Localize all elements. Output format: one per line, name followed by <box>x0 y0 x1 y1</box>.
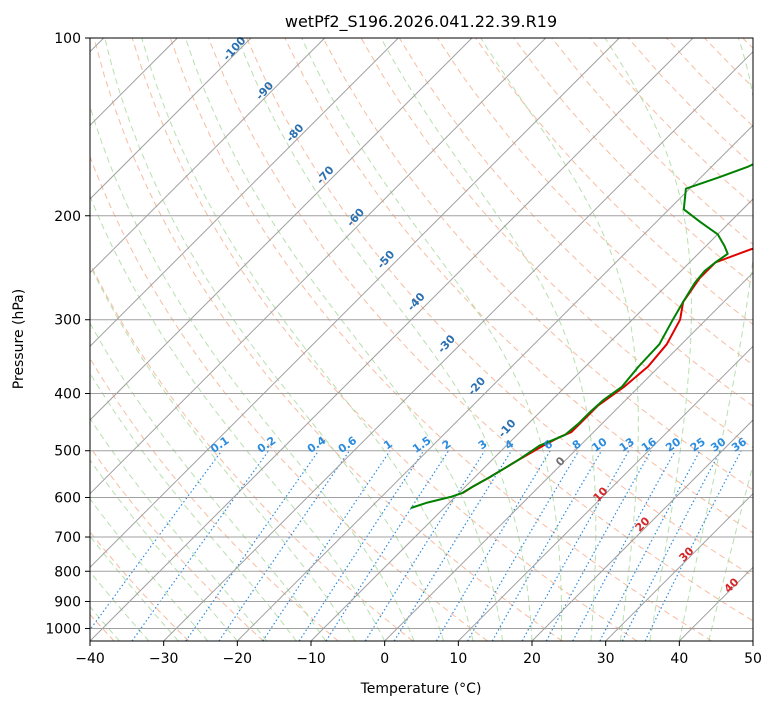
y-tick-label: 800 <box>54 564 81 580</box>
moist-adiabat-line <box>90 264 356 641</box>
moist-adiabat-line <box>301 38 563 641</box>
x-tick-label: −40 <box>75 651 105 667</box>
moist-adiabat-line <box>141 38 474 641</box>
plot-frame <box>89 37 754 642</box>
dry-adiabat-line <box>90 357 339 641</box>
x-tick-label: 0 <box>380 651 389 667</box>
mixing-ratio-line <box>262 450 391 641</box>
isotherm-line <box>90 38 620 569</box>
moist-adiabat-line <box>604 38 693 641</box>
x-tick-label: 20 <box>523 651 541 667</box>
dry-adiabat-line <box>93 38 563 641</box>
isotherm-line <box>90 38 326 274</box>
moist-adiabat-line <box>90 498 209 641</box>
y-tick-label: 400 <box>54 387 81 403</box>
y-tick-label: 100 <box>54 31 81 47</box>
x-tick-label: −30 <box>149 651 179 667</box>
x-tick-label: 10 <box>449 651 467 667</box>
isotherm-line <box>163 50 753 641</box>
mixing-ratio-line <box>545 450 652 641</box>
dewpoint-profile-line <box>410 163 753 509</box>
mixing-ratio-line <box>218 450 350 641</box>
moist-adiabat-line <box>480 38 639 641</box>
moist-adiabat-line <box>90 194 386 641</box>
isotherm-line <box>90 38 694 641</box>
isotherm-line <box>531 419 753 641</box>
dry-adiabat-line <box>208 38 753 622</box>
moist-adiabat-line <box>708 463 753 641</box>
isotherm-line <box>90 38 252 200</box>
y-axis-title: Pressure (hPa) <box>11 289 27 389</box>
isotherm-line <box>90 38 473 421</box>
isobars <box>90 38 753 629</box>
x-axis: −40 −30 −20 −10 0 10 20 30 40 50 <box>75 641 762 667</box>
y-tick-label: 500 <box>54 444 81 460</box>
moist-adiabat-line <box>237 38 533 641</box>
isotherm-line <box>90 38 547 495</box>
x-tick-label: 50 <box>744 651 762 667</box>
dry-adiabat-line <box>284 38 753 534</box>
isotherms <box>90 38 753 641</box>
isotherm-line <box>310 198 753 641</box>
isotherm-line <box>384 271 753 641</box>
moist-adiabat-line <box>185 38 503 641</box>
sounding-profiles <box>410 163 753 509</box>
moist-adiabat-line <box>90 535 179 641</box>
y-tick-label: 200 <box>54 209 81 225</box>
dry-adiabat-line <box>131 38 638 641</box>
y-axis: 100 200 300 400 500 600 700 800 900 1000 <box>45 31 90 637</box>
dry-adiabat-line <box>90 446 264 641</box>
mixing-ratio-line <box>621 450 721 641</box>
dry-adiabat-line <box>169 38 712 641</box>
moist-adiabat-line <box>104 38 445 641</box>
chart-title: wetPf2_S196.2026.041.22.39.R19 <box>285 12 557 32</box>
dry-adiabat-line <box>90 262 414 641</box>
y-tick-label: 900 <box>54 594 81 610</box>
x-axis-title: Temperature (°C) <box>360 681 482 697</box>
isotherm-line <box>236 124 753 641</box>
moist-adiabat-line <box>90 372 297 641</box>
y-tick-label: 300 <box>54 313 81 329</box>
moist-adiabat-line <box>90 459 238 641</box>
dry-adiabat-line <box>513 38 753 285</box>
moist-adiabat-line <box>678 38 753 641</box>
mixing-ratio-line <box>572 450 676 641</box>
x-tick-label: 40 <box>670 651 688 667</box>
dry-adiabats <box>90 38 753 641</box>
dry-adiabat-line <box>246 38 753 578</box>
moist-adiabat-line <box>90 322 327 641</box>
dry-adiabat-line <box>322 38 753 491</box>
isotherm-line <box>605 492 753 641</box>
x-tick-label: −20 <box>223 651 253 667</box>
mixing-ratio-line <box>298 450 425 641</box>
x-tick-label: 30 <box>597 651 615 667</box>
mixing-ratio-line <box>90 450 223 631</box>
plot-area <box>90 38 753 641</box>
mixing-ratio-line <box>185 450 320 641</box>
isotherm-line <box>457 345 753 641</box>
mixing-ratio-line <box>325 450 450 641</box>
isotherm-line <box>90 38 399 348</box>
moist-adiabat-line <box>90 417 268 641</box>
y-tick-label: 1000 <box>45 621 81 637</box>
dry-adiabat-line <box>475 38 753 326</box>
mixing-ratio-line <box>521 450 630 641</box>
mixing-ratio-line <box>393 450 512 641</box>
mixing-ratio-line <box>644 450 742 641</box>
y-tick-label: 600 <box>54 490 81 506</box>
x-tick-label: −10 <box>296 651 326 667</box>
moist-adiabat-line <box>380 38 597 641</box>
y-tick-label: 700 <box>54 530 81 546</box>
